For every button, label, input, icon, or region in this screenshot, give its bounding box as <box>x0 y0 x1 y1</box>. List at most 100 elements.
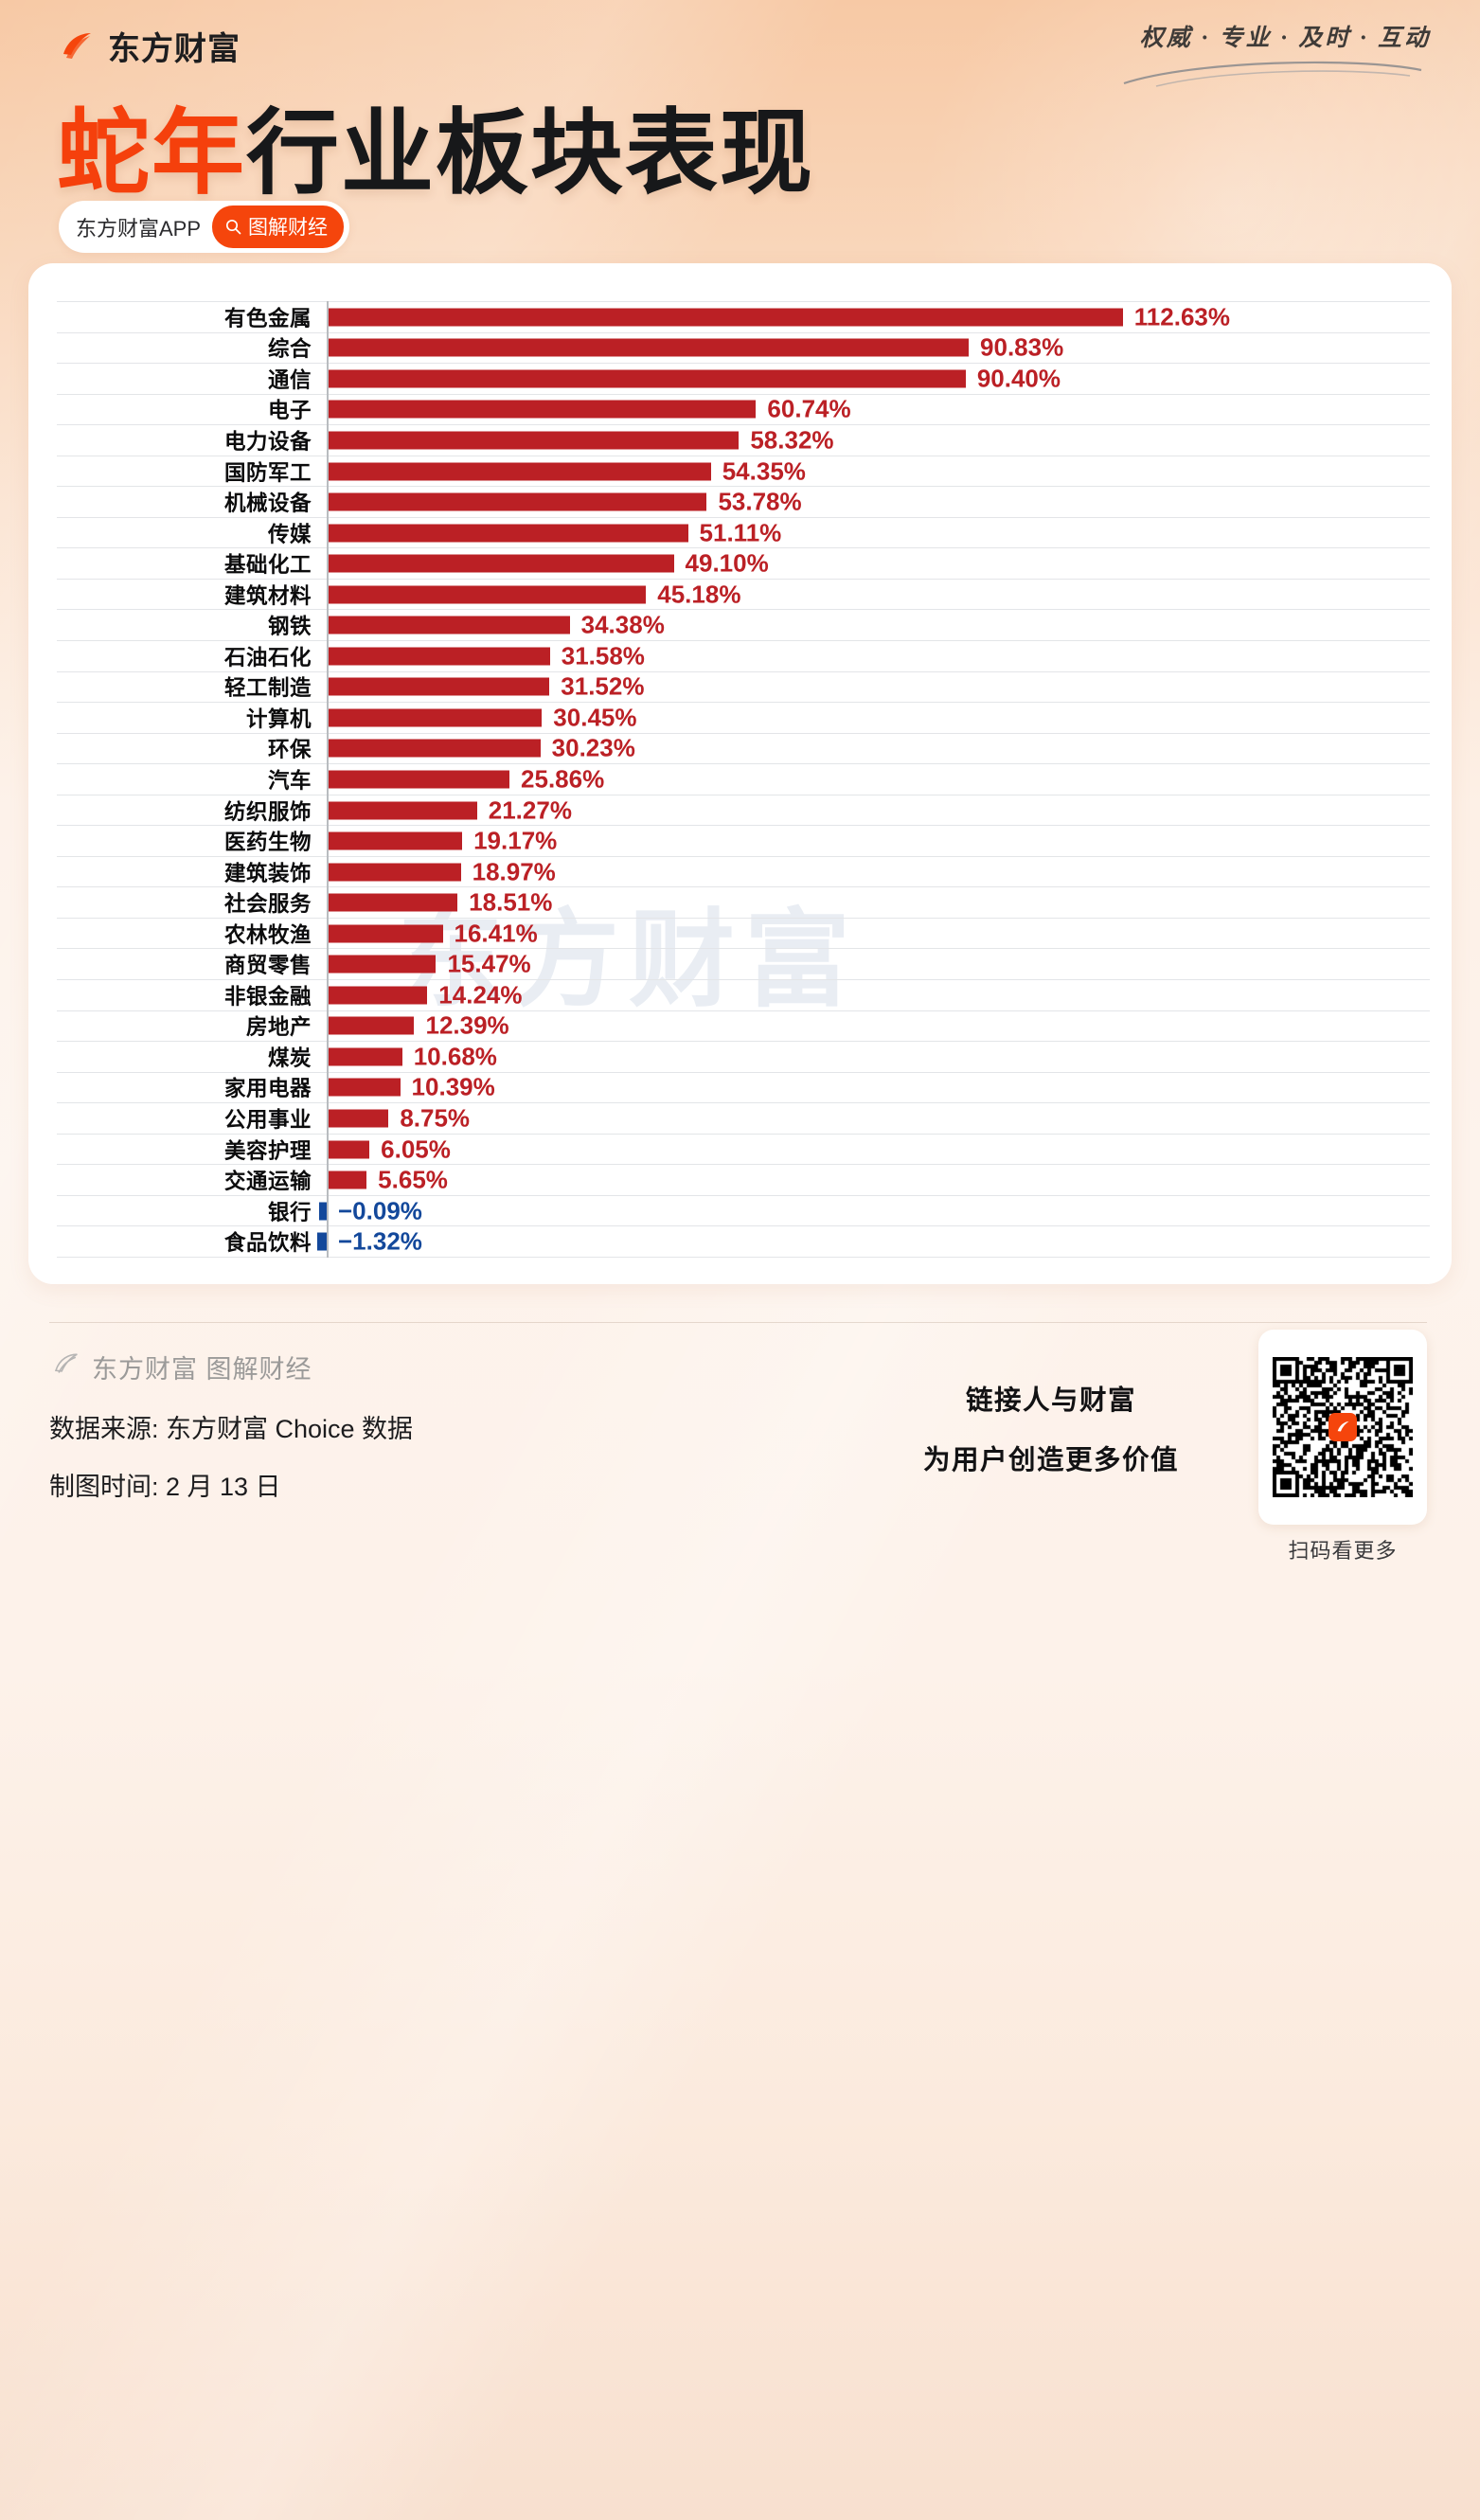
slogan-block: 权威 · 专业 · 及时 · 互动 <box>1033 19 1431 87</box>
chart-row-plot: 34.38% <box>327 610 1430 640</box>
qr-block[interactable]: 扫码看更多 <box>1258 1330 1427 1564</box>
page-title-accent: 蛇年 <box>57 100 247 205</box>
chart-row-label: 煤炭 <box>267 1046 312 1070</box>
dongfang-fortune-logo-icon <box>55 26 97 67</box>
chart-value-label: 18.51% <box>469 887 553 917</box>
chart-row-label: 交通运输 <box>223 1170 312 1194</box>
chart-bar <box>327 647 550 666</box>
chart-row-label: 通信 <box>267 367 312 392</box>
chart-row: 商贸零售 15.47% <box>57 948 1430 979</box>
chart-row-plot: 58.32% <box>327 425 1430 456</box>
slogan-text: 权威 · 专业 · 及时 · 互动 <box>1139 26 1431 51</box>
chart-value-label: 21.27% <box>488 795 572 825</box>
chart-row: 建筑装饰 18.97% <box>57 855 1430 887</box>
chart-row-label: 传媒 <box>267 522 312 546</box>
chart-row-label: 石油石化 <box>223 645 312 670</box>
chart-bar <box>319 1202 327 1221</box>
chart-row: 汽车 25.86% <box>57 763 1430 795</box>
chart-row-plot: 10.68% <box>327 1042 1430 1072</box>
chart-row-label: 农林牧渔 <box>223 922 312 947</box>
chart-row-label: 有色金属 <box>223 306 312 331</box>
chart-row-plot: 53.78% <box>327 487 1430 517</box>
chart-bar <box>327 1140 370 1159</box>
search-icon <box>225 219 241 234</box>
app-badge[interactable]: 东方财富APP 图解财经 <box>59 201 350 253</box>
chart-bar <box>327 986 428 1005</box>
footer-brand: 东方财富 图解财经 <box>49 1349 413 1385</box>
chart-row: 农林牧渔 16.41% <box>57 917 1430 949</box>
chart-row-label: 钢铁 <box>267 615 312 639</box>
chart-bar <box>327 616 570 634</box>
chart-row-plot: 19.17% <box>327 826 1430 856</box>
chart-value-label: 16.41% <box>454 919 538 948</box>
chart-value-label: 45.18% <box>657 580 741 609</box>
chart-value-label: 18.97% <box>472 857 556 886</box>
chart-value-label: 60.74% <box>767 394 851 423</box>
chart-row: 电力设备 58.32% <box>57 424 1430 456</box>
chart-row-label: 建筑装饰 <box>223 861 312 885</box>
chart-row-plot: 16.41% <box>327 919 1430 949</box>
chart-row-label: 食品饮料 <box>223 1231 312 1256</box>
page-title: 蛇年行业板块表现 <box>57 78 814 212</box>
chart-bar <box>327 831 463 850</box>
chart-row-plot: 14.24% <box>327 980 1430 1010</box>
chart-row: 计算机 30.45% <box>57 702 1430 733</box>
chart-row-label: 电子 <box>267 399 312 423</box>
chart-bar <box>327 924 443 943</box>
chart-bar <box>327 955 437 974</box>
chart-row-plot: 112.63% <box>327 302 1430 332</box>
chart-value-label: 90.40% <box>976 364 1061 393</box>
chart-row-label: 轻工制造 <box>223 676 312 701</box>
chart-row: 社会服务 18.51% <box>57 886 1430 918</box>
chart-row-plot: 18.51% <box>327 887 1430 918</box>
chart-row-plot: 30.23% <box>327 734 1430 764</box>
brand-name: 东方财富 <box>108 31 241 67</box>
chart-row-plot: 51.11% <box>327 518 1430 548</box>
chart-row-label: 社会服务 <box>223 892 312 917</box>
qr-center-logo-icon <box>1328 1413 1357 1441</box>
chart-row: 环保 30.23% <box>57 732 1430 764</box>
chart-bar <box>327 554 674 573</box>
chart-value-label: 19.17% <box>473 826 558 855</box>
app-badge-label: 东方财富APP <box>76 216 202 241</box>
chart-value-label: 30.45% <box>553 703 637 732</box>
chart-row-plot: 6.05% <box>327 1135 1430 1165</box>
tujie-caijing-button[interactable]: 图解财经 <box>212 206 345 248</box>
chart-value-label: 34.38% <box>580 610 665 639</box>
chart-row-label: 机械设备 <box>223 491 312 516</box>
chart-value-label: 31.52% <box>561 671 645 701</box>
chart-value-label: −0.09% <box>338 1196 422 1225</box>
chart-card: 东方财富 有色金属 112.63% 综合 90.83% 通信 90.40% 电子 60.74%… <box>28 263 1452 1284</box>
chart-value-label: 8.75% <box>400 1103 471 1133</box>
chart-row-plot: 54.35% <box>327 456 1430 487</box>
chart-row-plot: 5.65% <box>327 1165 1430 1195</box>
chart-value-label: 53.78% <box>718 487 802 516</box>
chart-bar <box>327 369 966 388</box>
qr-code[interactable] <box>1258 1330 1427 1525</box>
footer-logo-icon <box>49 1349 81 1385</box>
chart-row: 医药生物 19.17% <box>57 825 1430 856</box>
chart-bar <box>327 338 970 357</box>
chart-row: 轻工制造 31.52% <box>57 670 1430 703</box>
data-source-text: 数据来源: 东方财富 Choice 数据 <box>49 1415 414 1443</box>
chart-bar <box>327 585 647 604</box>
chart-row-label: 计算机 <box>245 706 312 731</box>
chart-value-label: 6.05% <box>381 1135 451 1164</box>
chart-row-plot: 25.86% <box>327 764 1430 795</box>
chart-zero-axis <box>327 301 329 1258</box>
chart-row: 纺织服饰 21.27% <box>57 794 1430 826</box>
chart-bar <box>327 863 461 882</box>
slogan-swoosh-decoration <box>1033 55 1431 87</box>
qr-caption: 扫码看更多 <box>1288 1539 1398 1563</box>
chart-bar <box>327 524 688 543</box>
chart-row-label: 汽车 <box>267 768 312 793</box>
chart-row-plot: 60.74% <box>327 395 1430 425</box>
chart-row: 国防军工 54.35% <box>57 455 1430 487</box>
chart-row-label: 商贸零售 <box>223 954 312 978</box>
chart-bar <box>327 1109 389 1128</box>
chart-row-plot: 12.39% <box>327 1011 1430 1042</box>
chart-row-plot: 49.10% <box>327 548 1430 579</box>
chart-bar <box>327 431 740 450</box>
chart-row: 非银金融 14.24% <box>57 979 1430 1010</box>
chart-bar <box>327 400 757 419</box>
